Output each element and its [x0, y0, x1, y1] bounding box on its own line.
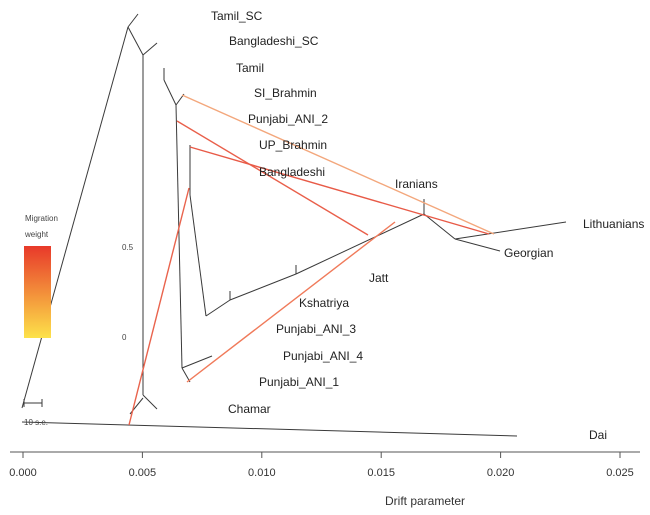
population-label: Punjabi_ANI_3: [276, 322, 356, 336]
scale-bar-label: 10 s.e.: [24, 418, 48, 427]
legend-color-bar: [24, 246, 51, 338]
population-label: Jatt: [369, 271, 389, 285]
legend-tick-high: 0.5: [122, 243, 134, 252]
tree-branch: [21, 26, 129, 409]
population-label: Iranians: [395, 177, 438, 191]
migration-edge: [176, 120, 369, 236]
migration-edges: [128, 94, 495, 426]
tree-branches: [21, 13, 567, 437]
tree-branch: [454, 221, 567, 240]
population-label: UP_Brahmin: [259, 138, 327, 152]
x-axis-title: Drift parameter: [385, 494, 465, 508]
population-label: SI_Brahmin: [254, 86, 317, 100]
legend-title-line1: Migration: [25, 214, 58, 223]
tree-branch: [21, 421, 518, 437]
population-label: Tamil_SC: [211, 9, 263, 23]
tree-branch: [163, 79, 177, 106]
x-tick-label: 0.025: [606, 467, 634, 479]
x-tick-label: 0.000: [9, 467, 37, 479]
migration-edge: [181, 94, 495, 235]
population-label: Bangladeshi_SC: [229, 34, 319, 48]
tree-branch: [454, 238, 501, 252]
population-label: Punjabi_ANI_1: [259, 375, 339, 389]
x-tick-label: 0.015: [367, 467, 395, 479]
population-label: Punjabi_ANI_4: [283, 349, 363, 363]
tree-branch: [127, 26, 144, 56]
legend-tick-low: 0: [122, 333, 127, 342]
population-label: Kshatriya: [299, 296, 349, 310]
tree-branch: [175, 104, 183, 369]
tree-branch: [423, 213, 456, 240]
x-tick-label: 0.010: [248, 467, 276, 479]
tree-branch: [181, 355, 213, 369]
migration-edge: [128, 187, 190, 426]
tree-branch: [127, 13, 139, 28]
population-label: Dai: [589, 428, 607, 442]
legend-title-line2: weight: [24, 230, 49, 239]
tree-branch: [189, 194, 207, 317]
population-labels: Tamil_SC Bangladeshi_SC Tamil SI_Brahmin Pun…: [211, 9, 644, 442]
population-label: Lithuanians: [583, 217, 644, 231]
tree-branch: [205, 299, 231, 317]
tree-branch: [181, 367, 191, 383]
scale-bar: 10 s.e.: [23, 399, 48, 427]
migration-edge: [189, 146, 490, 235]
tree-branch: [229, 273, 297, 301]
migration-edge: [186, 221, 396, 383]
x-axis: 0.000 0.005 0.010 0.015 0.020 0.025 Drift par…: [9, 451, 640, 508]
x-tick-label: 0.005: [129, 467, 157, 479]
tree-branch: [142, 394, 158, 410]
population-label: Tamil: [236, 61, 264, 75]
tree-branch: [295, 213, 425, 275]
x-tick-label: 0.020: [487, 467, 515, 479]
population-label: Georgian: [504, 246, 553, 260]
x-axis-ticks: 0.000 0.005 0.010 0.015 0.020 0.025: [9, 452, 634, 479]
population-label: Bangladeshi: [259, 165, 325, 179]
population-label: Chamar: [228, 402, 271, 416]
migration-legend: Migration weight 0.5 0: [24, 214, 134, 342]
population-label: Punjabi_ANI_2: [248, 112, 328, 126]
tree-branch: [142, 42, 158, 56]
